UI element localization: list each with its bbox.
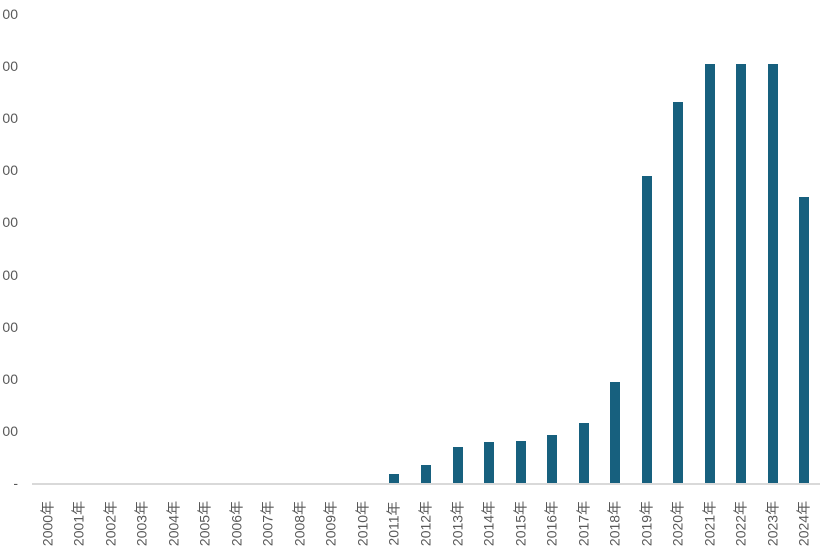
bar-2013 xyxy=(453,447,463,483)
x-tick-label-2016: 2016年 xyxy=(543,500,560,547)
x-tick-label-2023: 2023年 xyxy=(764,500,781,547)
x-tick-label-2021: 2021年 xyxy=(701,500,718,547)
x-tick-label-2010: 2010年 xyxy=(354,500,371,547)
x-tick-label-2004: 2004年 xyxy=(165,500,182,547)
x-tick-label-2012: 2012年 xyxy=(417,500,434,547)
x-tick-label-2009: 2009年 xyxy=(322,500,339,547)
y-tick-label-1000: 00 xyxy=(2,371,18,387)
bar-2016 xyxy=(547,435,557,483)
bar-2014 xyxy=(484,442,494,483)
y-tick-label-2500: 00 xyxy=(2,214,18,230)
bar-2023 xyxy=(768,64,778,483)
x-tick-label-2013: 2013年 xyxy=(449,500,466,547)
x-tick-label-2018: 2018年 xyxy=(606,500,623,547)
x-tick-label-2000: 2000年 xyxy=(39,500,56,547)
x-axis-line xyxy=(32,483,820,485)
bar-2019 xyxy=(642,176,652,483)
y-tick-label-4000: 00 xyxy=(2,58,18,74)
x-tick-label-2008: 2008年 xyxy=(291,500,308,547)
y-tick-label-2000: 00 xyxy=(2,267,18,283)
x-tick-label-2020: 2020年 xyxy=(669,500,686,547)
x-tick-label-2007: 2007年 xyxy=(259,500,276,547)
y-tick-label-zero: - xyxy=(13,475,18,491)
y-tick-label-500: 00 xyxy=(2,423,18,439)
x-tick-label-2002: 2002年 xyxy=(102,500,119,547)
bar-2018 xyxy=(610,382,620,483)
x-tick-label-2014: 2014年 xyxy=(480,500,497,547)
x-tick-label-2019: 2019年 xyxy=(638,500,655,547)
x-tick-label-2001: 2001年 xyxy=(70,500,87,547)
bar-2011 xyxy=(389,474,399,483)
bar-2015 xyxy=(516,441,526,483)
bar-2020 xyxy=(673,102,683,483)
y-tick-label-3500: 00 xyxy=(2,110,18,126)
bar-2012 xyxy=(421,465,431,483)
x-tick-label-2024: 2024年 xyxy=(795,500,812,547)
bar-2017 xyxy=(579,423,589,483)
x-tick-label-2022: 2022年 xyxy=(732,500,749,547)
y-tick-label-3000: 00 xyxy=(2,162,18,178)
x-tick-label-2005: 2005年 xyxy=(196,500,213,547)
x-tick-label-2003: 2003年 xyxy=(133,500,150,547)
x-tick-label-2017: 2017年 xyxy=(575,500,592,547)
x-tick-label-2011: 2011年 xyxy=(385,501,402,546)
bar-2022 xyxy=(736,64,746,483)
y-tick-label-1500: 00 xyxy=(2,319,18,335)
x-tick-label-2006: 2006年 xyxy=(228,500,245,547)
bar-2021 xyxy=(705,64,715,483)
y-tick-label-4500: 00 xyxy=(2,6,18,22)
bar-2024 xyxy=(799,197,809,483)
x-tick-label-2015: 2015年 xyxy=(512,500,529,547)
